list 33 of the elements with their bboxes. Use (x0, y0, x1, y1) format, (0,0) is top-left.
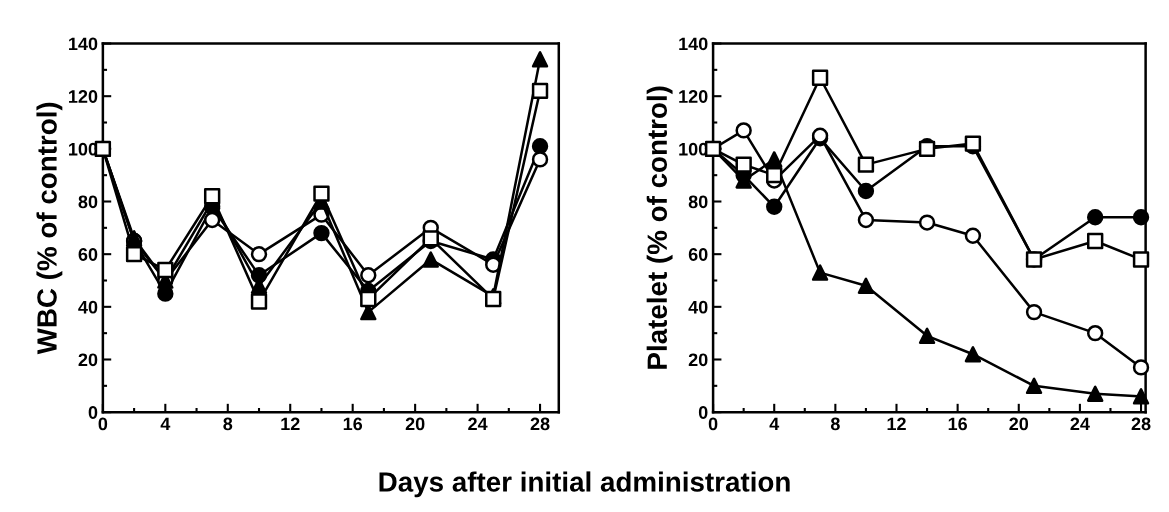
x-tick-label: 12 (887, 417, 906, 431)
x-tick-label: 12 (281, 417, 300, 431)
y-tick-label: 80 (78, 195, 98, 209)
y-tick-label: 20 (688, 353, 708, 367)
x-tick-label: 24 (1070, 417, 1090, 431)
y-tick-label: 0 (88, 406, 98, 419)
y-tick-label: 20 (78, 353, 98, 367)
x-tick-label: 28 (530, 417, 550, 431)
y-tick-label: 140 (69, 37, 98, 51)
y-tick-label: 40 (78, 300, 98, 314)
x-tick-label: 16 (343, 417, 363, 431)
x-tick-label: 4 (769, 417, 780, 431)
x-tick-label: 20 (405, 417, 425, 431)
x-tick-label: 0 (708, 417, 718, 431)
x-tick-label: 8 (223, 417, 233, 431)
y-tick-label: 60 (78, 248, 98, 261)
y-axis-title: Platelet (% of control) (646, 86, 673, 369)
y-tick-label: 60 (688, 248, 708, 261)
x-tick-label: 8 (830, 417, 840, 431)
x-axis-title: Days after initial administration (379, 471, 790, 498)
y-tick-label: 40 (688, 300, 708, 314)
y-tick-label: 80 (688, 195, 708, 209)
y-tick-label: 120 (679, 90, 708, 103)
y-axis-title: WBC (% of control) (36, 102, 63, 355)
x-tick-label: 20 (1009, 417, 1029, 431)
x-tick-label: 4 (160, 417, 171, 431)
x-tick-label: 24 (468, 417, 488, 431)
x-tick-label: 28 (1131, 417, 1151, 431)
y-tick-label: 120 (69, 90, 98, 103)
y-tick-label: 0 (698, 406, 708, 419)
x-tick-label: 16 (948, 417, 968, 431)
x-tick-label: 0 (98, 417, 108, 431)
y-tick-label: 140 (679, 37, 708, 51)
